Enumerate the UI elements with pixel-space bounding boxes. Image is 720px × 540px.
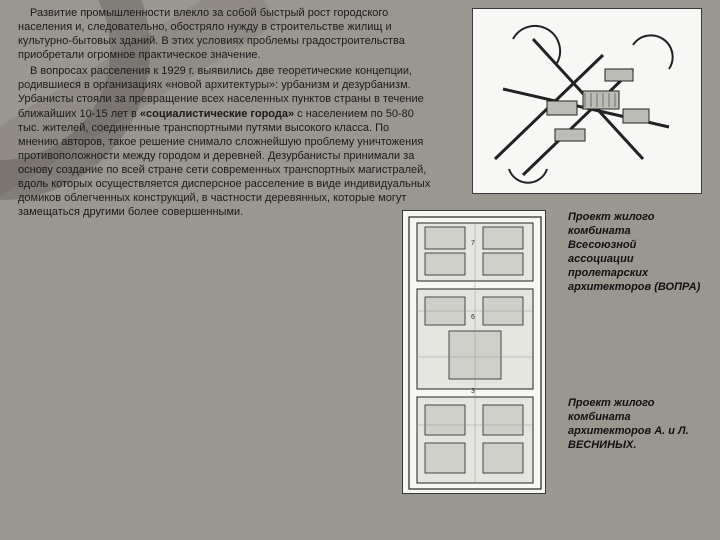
- figure-vopra-axon: [472, 8, 702, 194]
- figure-vesnin-plan: 7 6 3: [402, 210, 546, 494]
- body-text-column: Развитие промышленности влекло за собой …: [18, 6, 432, 221]
- caption-vopra: Проект жилого комбината Всесоюзной ассоц…: [568, 210, 702, 294]
- svg-text:7: 7: [471, 240, 475, 247]
- svg-text:6: 6: [471, 314, 475, 321]
- socialist-cities-term: «социалистические города»: [140, 108, 294, 120]
- paragraph-2: В вопросах расселения к 1929 г. выявилис…: [18, 64, 432, 219]
- figure-vopra-svg: [473, 9, 701, 193]
- figure-vesnin-svg: 7 6 3: [403, 211, 545, 493]
- caption-vesnin: Проект жилого комбината архитекторов А. …: [568, 396, 702, 452]
- svg-text:3: 3: [471, 388, 475, 395]
- paragraph-1: Развитие промышленности влекло за собой …: [18, 6, 432, 62]
- paragraph-2b: с населением по 50-80 тыс. жителей, соед…: [18, 108, 430, 219]
